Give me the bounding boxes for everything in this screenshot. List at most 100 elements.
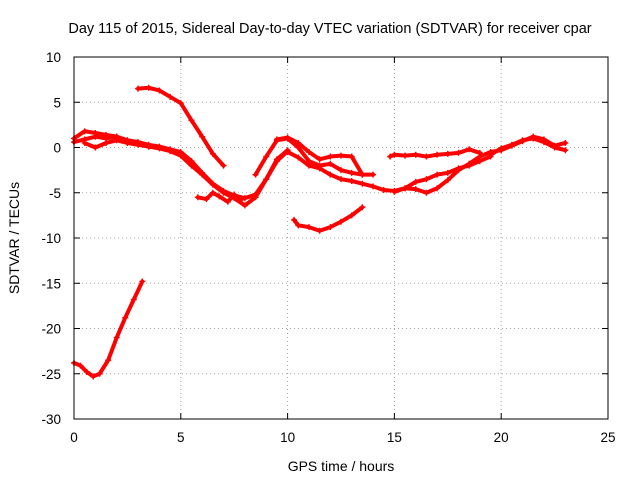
data-point	[316, 165, 323, 172]
series-track-4	[135, 84, 227, 169]
y-axis-label: SDTVAR / TECUs	[6, 182, 22, 294]
data-point	[167, 93, 174, 100]
data-point	[305, 224, 312, 231]
data-point	[316, 156, 323, 163]
data-point	[540, 139, 547, 146]
data-point	[231, 191, 238, 198]
data-point	[273, 136, 280, 143]
data-point	[105, 357, 112, 364]
data-point	[487, 151, 494, 158]
grid	[74, 57, 608, 419]
data-point	[124, 139, 131, 146]
data-point	[370, 171, 377, 178]
data-point	[434, 185, 441, 192]
y-tick-label: -20	[41, 322, 61, 337]
x-tick-label: 20	[494, 430, 509, 445]
data-point	[167, 147, 174, 154]
data-point	[291, 216, 298, 223]
y-tick-label: 10	[46, 50, 61, 65]
data-point	[209, 181, 216, 188]
data-point	[156, 87, 163, 94]
y-tick-label: -15	[41, 276, 61, 291]
data-point	[562, 147, 569, 154]
data-point	[177, 100, 184, 107]
data-point	[220, 189, 227, 196]
data-point	[391, 151, 398, 158]
data-point	[103, 139, 110, 146]
data-point	[348, 177, 355, 184]
data-point	[216, 193, 223, 200]
data-point	[519, 137, 526, 144]
data-point	[444, 177, 451, 184]
data-point	[455, 167, 462, 174]
data-point	[444, 150, 451, 157]
data-point	[423, 189, 430, 196]
data-point	[348, 153, 355, 160]
data-point	[338, 176, 344, 183]
series-track-10	[387, 146, 483, 160]
data-point	[434, 171, 441, 178]
data-point	[402, 152, 409, 159]
data-point	[220, 162, 227, 169]
data-point	[412, 186, 419, 193]
series-track-13	[71, 278, 146, 380]
y-tick-label: -25	[41, 367, 61, 382]
data-point	[252, 194, 259, 201]
data-point	[188, 117, 195, 124]
x-tick-label: 25	[600, 430, 615, 445]
data-point	[90, 373, 97, 380]
data-point	[224, 198, 231, 205]
y-axis-ticks: 10 5 0 -5 -10 -15 -20 -25 -30	[41, 50, 608, 427]
series-trace	[388, 147, 482, 159]
chart-title: Day 115 of 2015, Sidereal Day-to-day VTE…	[68, 21, 591, 37]
data-point	[359, 180, 366, 187]
data-point	[156, 144, 163, 151]
data-point	[466, 146, 473, 153]
data-point	[199, 171, 206, 178]
data-point	[92, 144, 99, 151]
x-tick-label: 15	[387, 430, 402, 445]
data-point	[113, 334, 120, 341]
data-point	[252, 171, 259, 178]
data-point	[498, 145, 505, 152]
x-tick-label: 10	[280, 430, 295, 445]
data-point	[338, 218, 344, 225]
data-point	[83, 368, 90, 375]
y-tick-label: -10	[41, 231, 61, 246]
data-point	[92, 133, 99, 140]
data-point	[348, 212, 355, 219]
data-point	[273, 156, 280, 163]
data-point	[130, 296, 137, 303]
data-point	[387, 153, 394, 160]
data-point	[444, 169, 451, 176]
data-point	[338, 152, 344, 159]
data-point	[295, 139, 302, 146]
data-point	[203, 196, 210, 203]
data-point	[96, 370, 103, 377]
series-track-7	[273, 134, 366, 178]
data-point	[295, 154, 302, 161]
data-point	[284, 134, 291, 141]
data-point	[391, 188, 398, 195]
data-point	[508, 141, 515, 148]
series-track-5	[194, 189, 244, 205]
data-point	[359, 171, 366, 178]
data-point	[284, 149, 291, 156]
y-tick-label: 5	[53, 95, 61, 110]
data-point	[402, 185, 409, 192]
data-point	[241, 195, 248, 202]
data-point	[145, 84, 152, 91]
data-point	[551, 144, 558, 151]
x-tick-label: 0	[70, 430, 78, 445]
data-point	[199, 133, 206, 140]
data-point	[135, 141, 142, 148]
data-point	[81, 139, 88, 146]
data-point	[77, 362, 84, 369]
data-point	[338, 167, 344, 174]
y-tick-label: -30	[41, 412, 61, 427]
series-track-3	[81, 137, 191, 163]
x-tick-label: 5	[177, 430, 185, 445]
data-point	[380, 187, 387, 194]
data-point	[241, 202, 248, 209]
